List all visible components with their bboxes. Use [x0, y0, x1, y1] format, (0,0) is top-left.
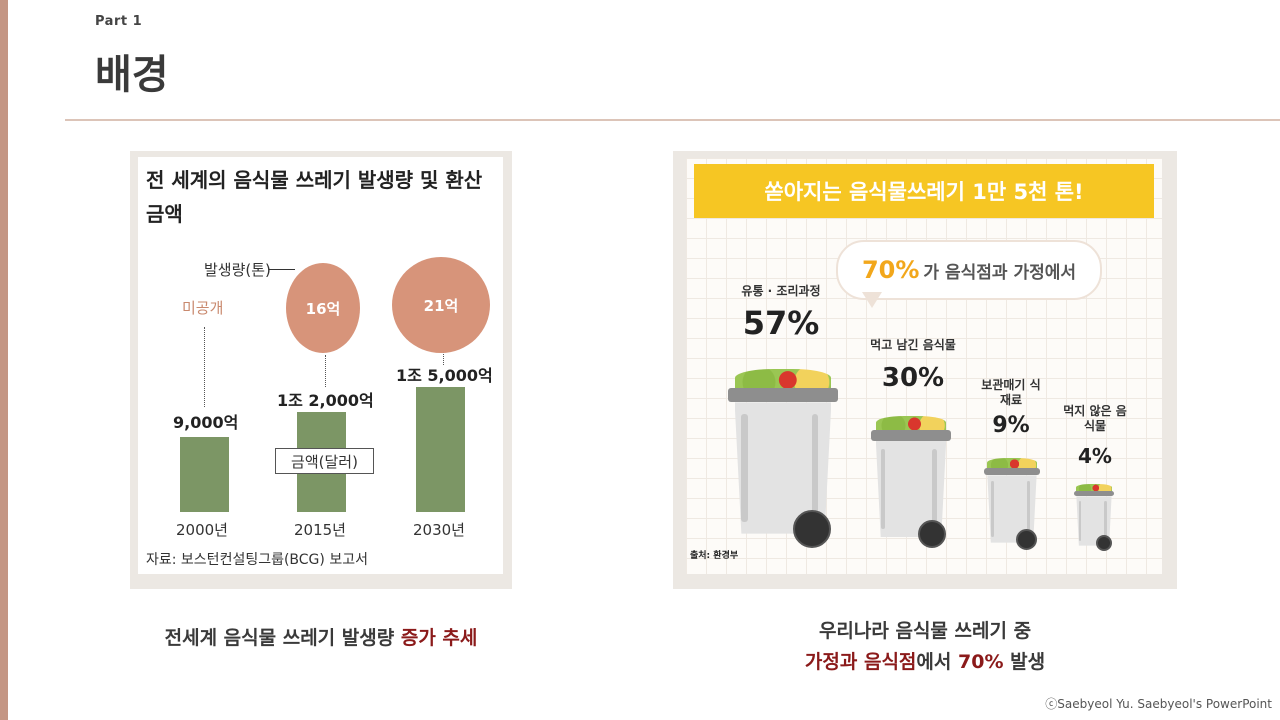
undisclosed-label: 미공개 — [182, 299, 224, 317]
title-divider — [65, 119, 1280, 121]
bubble-percent: 70% — [861, 256, 920, 284]
category-label: 보관매기 식재료 — [981, 378, 1041, 407]
infographic-banner: 쏟아지는 음식물쓰레기 1만 5천 톤! — [694, 164, 1154, 218]
source-note: 출처: 환경부 — [690, 551, 739, 561]
percent-label: 30% — [881, 363, 945, 393]
category-label: 먹지 않은 음식물 — [1063, 404, 1127, 433]
trash-bin — [1074, 483, 1114, 551]
bin-wheel — [793, 510, 832, 548]
global-food-waste-infographic: 전 세계의 음식물 쓰레기 발생량 및 환산 금액 발생량(톤) 미공개 16억… — [130, 151, 512, 589]
trash-bin — [871, 415, 951, 548]
amount-legend-box: 금액(달러) — [275, 448, 374, 474]
trash-bin — [984, 458, 1040, 550]
bin-wheel — [1095, 535, 1112, 551]
caption-highlight: 증가 추세 — [400, 627, 478, 649]
caption-highlight: 70% — [958, 651, 1004, 673]
caption-highlight: 가정과 음식점 — [804, 651, 917, 673]
speech-bubble: 70% 가 음식점과 가정에서 — [836, 240, 1102, 300]
bin-wheel — [918, 520, 947, 548]
caption-line-1: 우리나라 음식물 쓰레기 중 — [818, 620, 1032, 642]
amount-bar-2030 — [416, 387, 465, 512]
dotted-guide-2015 — [325, 355, 326, 387]
percent-label: 4% — [1078, 444, 1112, 468]
amount-bar-2000 — [180, 437, 229, 512]
speech-bubble-tail — [862, 292, 882, 308]
bin-wheel — [1015, 529, 1037, 550]
volume-circle-2030: 21억 — [392, 257, 490, 353]
amount-label-2015: 1조 2,000억 — [277, 391, 374, 410]
page-title: 배경 — [95, 52, 169, 98]
food-pile — [1076, 483, 1112, 493]
volume-legend-label: 발생량(톤) — [204, 261, 271, 279]
left-caption: 전세계 음식물 쓰레기 발생량 증가 추세 — [164, 627, 478, 649]
trash-bin — [728, 368, 838, 548]
percent-label: 9% — [992, 413, 1030, 438]
amount-label-2030: 1조 5,000억 — [396, 366, 493, 385]
part-label: Part 1 — [95, 14, 143, 29]
year-label-2030: 2030년 — [413, 521, 465, 539]
dotted-guide-2030 — [443, 345, 444, 365]
percent-label: 57% — [742, 304, 820, 342]
infographic-title: 전 세계의 음식물 쓰레기 발생량 및 환산 금액 — [146, 168, 483, 226]
infographic-canvas: 쏟아지는 음식물쓰레기 1만 5천 톤! 70% 가 음식점과 가정에서 유통 … — [686, 158, 1162, 574]
food-pile — [875, 415, 947, 433]
right-caption: 우리나라 음식물 쓰레기 중 가정과 음식점에서 70% 발생 — [673, 616, 1177, 678]
category-label: 먹고 남긴 음식물 — [870, 338, 956, 352]
legend-leader-line — [269, 269, 295, 270]
accent-bar — [0, 0, 8, 720]
category-label: 유통 · 조리과정 — [741, 284, 821, 298]
year-label-2015: 2015년 — [294, 521, 346, 539]
amount-label-2000: 9,000억 — [173, 413, 239, 432]
volume-circle-2015: 16억 — [286, 263, 360, 353]
caption-line-2: 가정과 음식점에서 70% 발생 — [804, 651, 1046, 673]
dotted-guide-2000 — [204, 327, 205, 407]
korea-food-waste-infographic: 쏟아지는 음식물쓰레기 1만 5천 톤! 70% 가 음식점과 가정에서 유통 … — [673, 151, 1177, 589]
infographic-canvas: 전 세계의 음식물 쓰레기 발생량 및 환산 금액 발생량(톤) 미공개 16억… — [138, 157, 503, 574]
copyright-notice: ⓒSaebyeol Yu. Saebyeol's PowerPoint — [1045, 697, 1272, 711]
year-label-2000: 2000년 — [176, 521, 228, 539]
bubble-text: 가 음식점과 가정에서 — [923, 262, 1077, 283]
food-pile — [987, 458, 1037, 470]
source-note: 자료: 보스턴컨설팅그룹(BCG) 보고서 — [146, 552, 368, 568]
food-pile — [734, 368, 832, 392]
